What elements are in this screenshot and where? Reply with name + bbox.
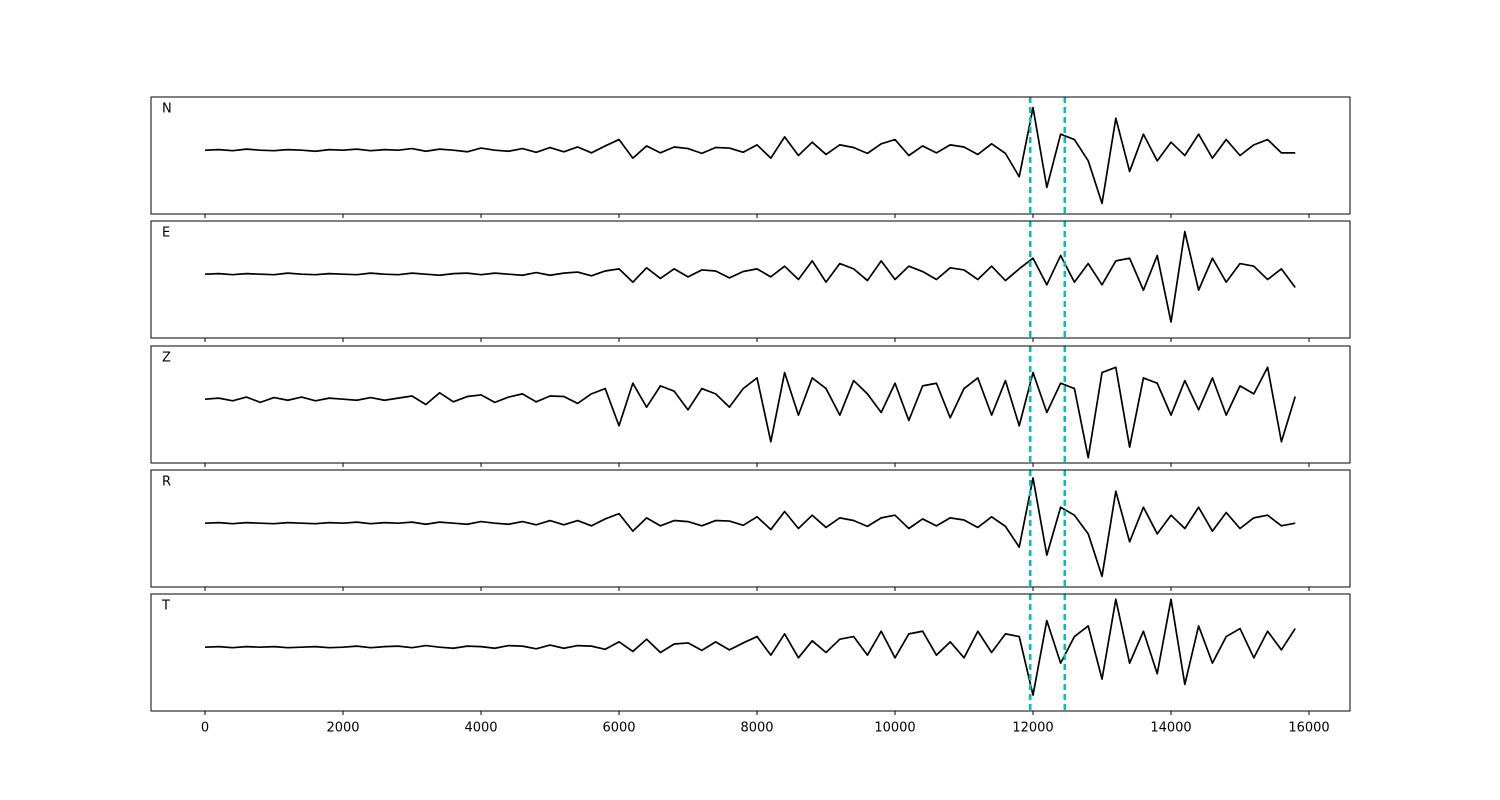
panel-frame xyxy=(150,345,1351,464)
trace xyxy=(204,366,1297,459)
panel-frame xyxy=(150,469,1351,588)
panel-frame xyxy=(150,220,1351,339)
panel-label: Z xyxy=(162,351,171,366)
x-tick-label: 0 xyxy=(201,721,209,736)
x-tick-label: 12000 xyxy=(1012,721,1053,736)
x-tick-label: 6000 xyxy=(602,721,635,736)
x-tick-label: 2000 xyxy=(326,721,359,736)
panel-frame xyxy=(150,96,1351,215)
panel-label: E xyxy=(162,226,170,241)
panel-label: R xyxy=(162,475,171,490)
panel-label: N xyxy=(162,102,172,117)
panel-frame xyxy=(150,593,1351,712)
x-tick-label: 4000 xyxy=(464,721,497,736)
x-tick-label: 14000 xyxy=(1150,721,1191,736)
x-tick-label: 16000 xyxy=(1288,721,1329,736)
x-tick-label: 10000 xyxy=(874,721,915,736)
x-tick-label: 8000 xyxy=(740,721,773,736)
trace xyxy=(204,106,1296,205)
trace xyxy=(204,598,1296,696)
trace xyxy=(204,230,1296,323)
panel-label: T xyxy=(161,599,170,614)
trace xyxy=(204,477,1296,578)
